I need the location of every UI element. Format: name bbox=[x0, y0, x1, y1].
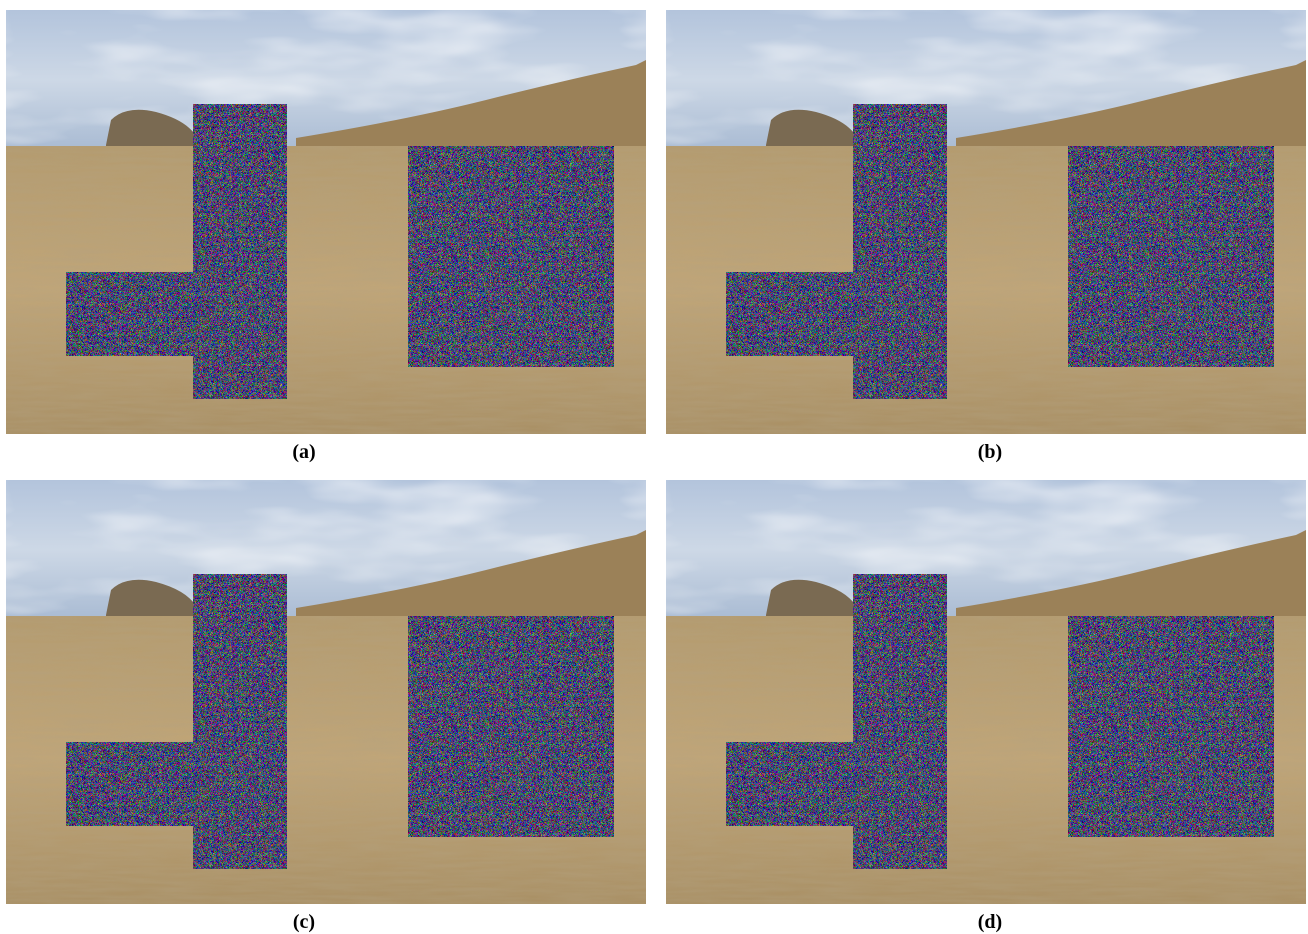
figure: (a) (b) (c) (d) bbox=[0, 0, 1308, 934]
panel-image bbox=[666, 480, 1306, 904]
panel-caption: (d) bbox=[978, 911, 1002, 933]
panel-image bbox=[6, 10, 646, 434]
panel-image bbox=[666, 10, 1306, 434]
panel-caption: (a) bbox=[292, 441, 315, 463]
panel-caption: (b) bbox=[978, 441, 1002, 463]
panel-caption: (c) bbox=[293, 911, 315, 933]
panel-image bbox=[6, 480, 646, 904]
